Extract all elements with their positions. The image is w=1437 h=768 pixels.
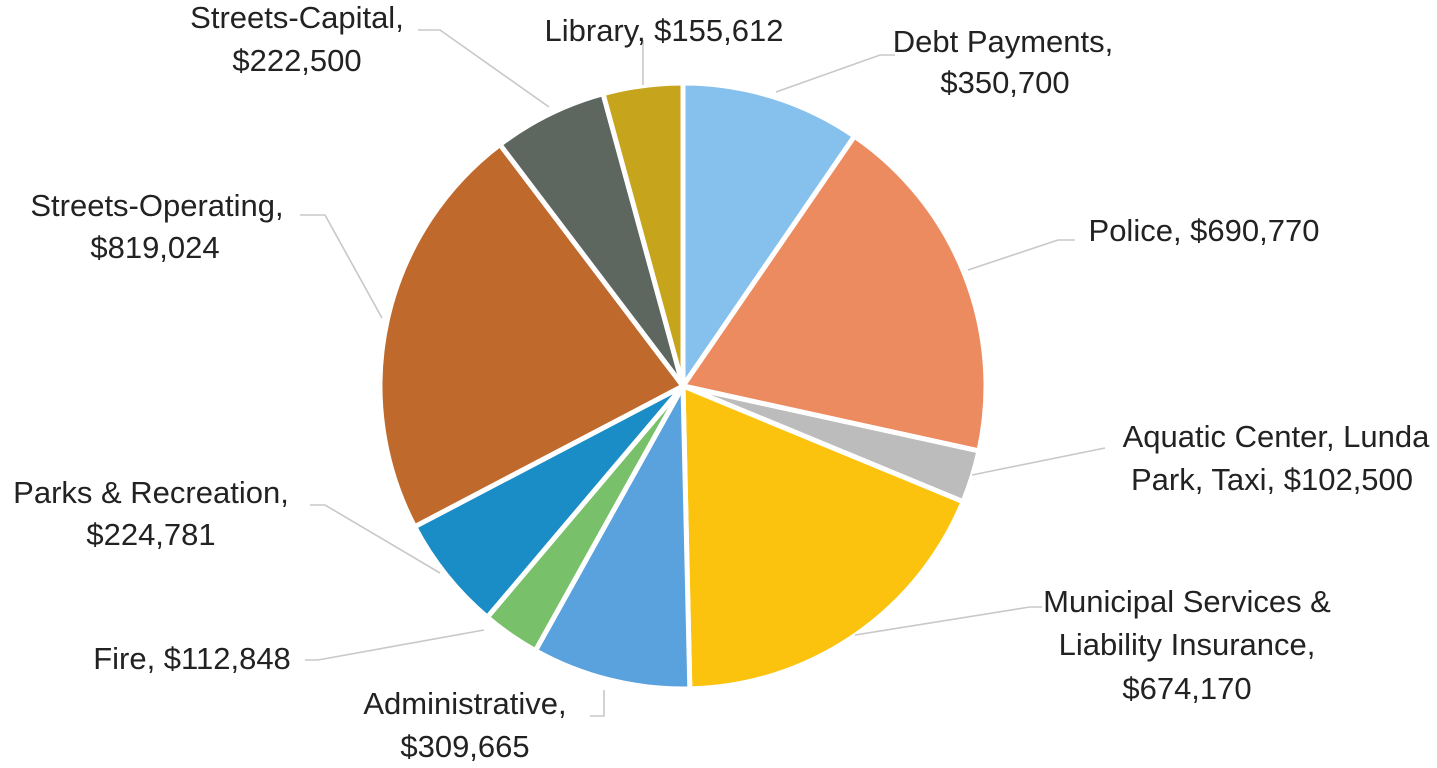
label-parks-value: $224,781 xyxy=(86,517,215,552)
pie-slices xyxy=(377,80,989,692)
label-streets-operating-value: $819,024 xyxy=(90,230,219,265)
pie-slice-municipal-services-liability-insurance xyxy=(680,383,966,692)
label-streets-capital-name: Streets-Capital, xyxy=(190,0,404,35)
leader-line-aquatic xyxy=(971,447,1106,476)
leader-line-administrative xyxy=(590,690,605,717)
label-fire: Fire, $112,848 xyxy=(93,641,291,676)
slice-labels: Debt Payments, $350,700 Police, $690,770… xyxy=(13,0,1430,764)
label-police: Police, $690,770 xyxy=(1089,213,1320,248)
label-parks-name: Parks & Recreation, xyxy=(13,475,289,510)
leader-line-police xyxy=(967,239,1075,271)
label-municipal-value: $674,170 xyxy=(1122,671,1251,706)
pie-slice-library xyxy=(600,80,686,389)
label-aquatic-value: Park, Taxi, $102,500 xyxy=(1131,462,1413,497)
leader-line-municipal xyxy=(854,606,1042,636)
leader-line-streets-operating xyxy=(300,214,383,319)
leader-line-debt-payments xyxy=(775,54,895,93)
label-administrative-value: $309,665 xyxy=(400,729,529,764)
label-municipal-name-2: Liability Insurance, xyxy=(1059,627,1316,662)
pie-slice-police xyxy=(680,133,989,454)
pie-slice-streets-operating xyxy=(377,142,686,530)
pie-slice-debt-payments xyxy=(680,80,857,389)
label-streets-capital-value: $222,500 xyxy=(232,43,361,78)
label-streets-operating-name: Streets-Operating, xyxy=(30,188,283,223)
label-municipal-name: Municipal Services & xyxy=(1043,584,1331,619)
label-debt-payments-value: $350,700 xyxy=(940,65,1069,100)
leader-line-parks xyxy=(310,504,441,574)
leader-line-streets-capital xyxy=(418,29,550,108)
label-debt-payments-name: Debt Payments, xyxy=(893,24,1114,59)
label-aquatic-name: Aquatic Center, Lunda xyxy=(1123,419,1431,454)
pie-slice-administrative xyxy=(532,383,693,692)
leader-line-fire xyxy=(305,629,485,661)
leader-lines xyxy=(300,29,1106,717)
label-library: Library, $155,612 xyxy=(545,13,784,48)
label-administrative-name: Administrative, xyxy=(363,686,566,721)
